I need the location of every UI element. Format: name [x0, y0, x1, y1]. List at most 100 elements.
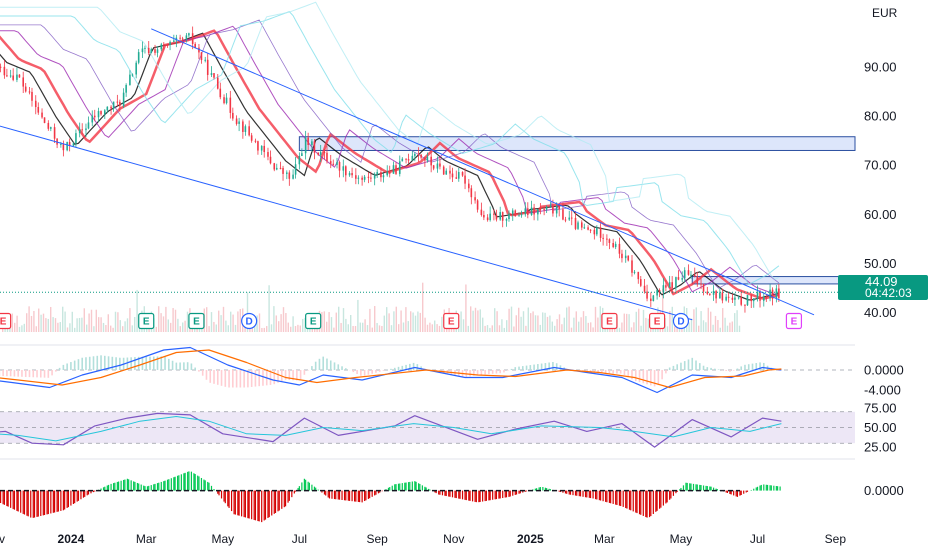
earnings-marker[interactable]: E — [443, 312, 460, 330]
candle-body — [110, 106, 112, 109]
macd-histogram-bar — [762, 362, 765, 370]
dividend-marker[interactable]: D — [241, 312, 258, 330]
earnings-marker[interactable]: E — [305, 312, 322, 330]
oscillator-bar — [618, 490, 621, 506]
macd-histogram-bar — [277, 370, 279, 383]
candle-body — [457, 172, 460, 179]
macd-histogram-bar — [725, 370, 727, 371]
candle-body — [160, 44, 163, 50]
candle-body — [539, 209, 542, 211]
oscillator-bar — [648, 490, 651, 518]
event-marker-label: E — [654, 317, 661, 328]
macd-histogram-bar — [778, 370, 780, 371]
oscillator-bar — [421, 485, 423, 491]
candle-body — [549, 205, 552, 207]
earnings-marker[interactable]: E — [601, 312, 618, 330]
oscillator-bar — [72, 490, 75, 504]
oscillator-bar — [522, 490, 524, 493]
volume-bar — [623, 313, 625, 332]
oscillator-bar — [23, 490, 26, 515]
volume-bar — [525, 325, 527, 332]
volume-bar — [266, 326, 268, 332]
macd-histogram-bar — [653, 370, 656, 387]
earnings-marker[interactable]: E — [0, 312, 12, 330]
candle-body — [254, 140, 257, 142]
candle-body — [451, 173, 454, 178]
volume-bar — [59, 322, 61, 332]
volume-bar — [342, 308, 345, 332]
oscillator-bar — [438, 490, 440, 495]
earnings-marker[interactable]: E — [188, 312, 205, 330]
resistance-zone[interactable] — [298, 136, 856, 151]
volume-bar — [64, 311, 66, 332]
oscillator-bar — [498, 490, 500, 499]
volume-bar — [352, 325, 354, 332]
oscillator-bar — [478, 490, 480, 503]
volume-bar — [273, 306, 275, 332]
candle-body — [709, 293, 711, 295]
volume-bar — [460, 311, 462, 332]
candle-body — [232, 112, 234, 119]
macd-histogram-bar — [631, 370, 633, 380]
volume-bar — [117, 312, 119, 332]
candle-body — [12, 75, 14, 80]
oscillator-bar — [374, 490, 376, 496]
volume-bar — [626, 313, 628, 332]
macd-histogram-bar — [683, 361, 686, 370]
oscillator-bar — [485, 490, 487, 501]
trend-channel-line[interactable] — [0, 119, 693, 321]
time-axis-label: Nov — [443, 532, 464, 546]
oscillator-bar — [12, 490, 14, 510]
volume-bar — [700, 311, 702, 332]
candle-body — [273, 163, 276, 170]
oscillator-bar — [700, 485, 702, 491]
candle-body — [461, 172, 464, 176]
candle-body — [91, 115, 94, 123]
candle-body — [401, 158, 404, 162]
volume-bar — [98, 317, 100, 332]
volume-bar — [383, 315, 385, 332]
macd-histogram — [0, 355, 780, 388]
oscillator-bar — [13, 490, 16, 510]
candle-body — [154, 49, 156, 53]
oscillator-bar — [505, 490, 508, 498]
earnings-marker[interactable]: E — [649, 312, 666, 330]
macd-histogram-bar — [393, 367, 396, 370]
trend-channel-line[interactable] — [151, 28, 815, 316]
macd-histogram-bar — [589, 370, 592, 373]
volume-bar — [592, 327, 594, 332]
candle-body — [468, 183, 470, 189]
volume-bar — [107, 314, 109, 332]
volume-bar — [52, 317, 54, 332]
volume-bar — [381, 325, 383, 332]
volume-bar — [321, 311, 323, 332]
oscillator-bar — [16, 490, 18, 511]
oscillator-bar — [133, 481, 135, 491]
volume-bar — [534, 315, 537, 332]
dividend-marker[interactable]: D — [672, 312, 690, 330]
macd-histogram-bar — [510, 368, 513, 370]
volume-bar — [350, 315, 352, 332]
volume-bar — [54, 318, 57, 332]
oscillator-bar — [67, 490, 69, 508]
candle-body — [508, 213, 510, 220]
oscillator-bar — [7, 490, 9, 507]
oscillator-bar — [66, 490, 68, 508]
candle-body — [248, 126, 250, 136]
volume-bar — [599, 306, 601, 332]
oscillator-bar — [672, 490, 675, 496]
macd-histogram-bar — [601, 370, 603, 374]
volume-bar — [580, 317, 582, 332]
oscillator-bar — [415, 481, 417, 491]
earnings-marker[interactable]: E — [138, 312, 155, 330]
oscillator-bar — [197, 475, 199, 491]
candle-body — [257, 141, 259, 151]
earnings-marker[interactable]: E — [785, 312, 803, 330]
oscillator-bar — [735, 490, 737, 497]
volume-bar — [239, 308, 241, 332]
volume-bar — [405, 307, 407, 332]
macd-histogram-bar — [134, 357, 136, 370]
volume-bar — [537, 315, 539, 332]
candle-body — [219, 88, 222, 98]
oscillator-bar — [166, 479, 169, 491]
